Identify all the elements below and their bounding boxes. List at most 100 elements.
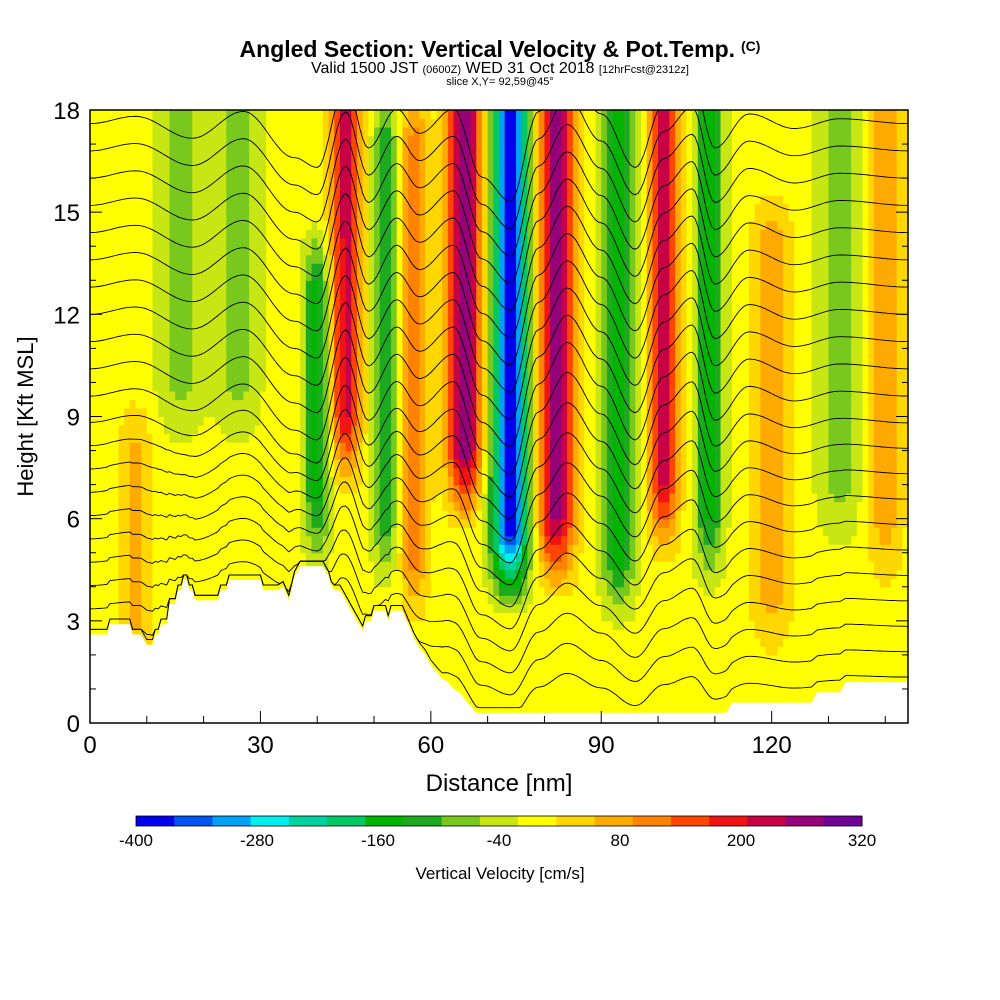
velocity-cell [101,212,108,222]
velocity-cell [447,169,455,179]
velocity-cell [311,144,318,154]
velocity-cell [141,161,148,171]
velocity-cell [413,314,421,324]
velocity-cell [186,459,193,469]
velocity-cell [197,518,205,528]
velocity-cell [408,178,415,188]
velocity-cell [135,535,142,545]
velocity-cell [464,127,472,137]
velocity-cell [124,297,131,307]
velocity-cell [237,237,244,247]
velocity-cell [180,416,188,426]
velocity-cell [112,178,119,188]
velocity-cell [192,518,199,528]
velocity-cell [408,135,415,145]
velocity-cell [146,518,154,528]
velocity-cell [464,493,472,503]
velocity-cell [175,339,182,349]
velocity-cell [203,467,210,477]
velocity-cell [447,654,455,664]
velocity-cell [396,314,404,324]
velocity-cell [470,603,477,613]
velocity-cell [260,416,267,426]
velocity-cell [385,484,392,494]
velocity-cell [402,169,409,179]
velocity-cell [124,195,131,205]
velocity-cell [214,501,222,511]
velocity-cell [391,305,398,315]
velocity-cell [322,220,330,230]
velocity-cell [95,220,102,230]
velocity-cell [408,127,415,137]
velocity-cell [305,305,313,315]
velocity-cell [186,144,193,154]
velocity-cell [203,348,210,358]
velocity-cell [470,152,477,162]
velocity-cell [112,237,119,247]
velocity-cell [232,561,239,571]
velocity-cell [141,203,148,213]
velocity-cell [107,382,114,392]
velocity-cell [368,561,375,571]
velocity-cell [413,629,421,639]
velocity-cell [379,603,386,613]
velocity-cell [135,484,142,494]
velocity-cell [260,110,267,120]
velocity-cell [197,356,205,367]
velocity-cell [334,535,341,545]
velocity-cell [107,561,114,571]
velocity-cell [90,450,97,460]
velocity-cell [112,416,119,426]
velocity-cell [379,220,386,230]
velocity-cell [385,476,392,486]
velocity-cell [237,144,244,154]
velocity-cell [95,407,102,418]
velocity-cell [266,237,273,247]
velocity-cell [288,280,296,290]
velocity-cell [141,271,148,281]
velocity-cell [101,161,108,171]
velocity-cell [339,467,347,477]
velocity-cell [152,484,159,494]
velocity-cell [95,314,102,324]
velocity-cell [356,484,364,494]
velocity-cell [425,339,432,349]
velocity-cell [129,152,137,162]
velocity-cell [464,118,472,128]
velocity-cell [408,365,415,375]
velocity-cell [368,527,375,537]
velocity-cell [362,450,369,460]
velocity-cell [334,212,341,222]
velocity-cell [124,305,131,315]
velocity-cell [141,569,148,579]
velocity-cell [283,390,290,401]
velocity-cell [402,544,409,554]
velocity-cell [175,322,182,332]
velocity-cell [413,373,421,384]
velocity-cell [402,254,409,264]
velocity-cell [288,416,296,426]
velocity-cell [95,322,102,332]
velocity-cell [328,407,335,418]
velocity-cell [226,407,233,418]
velocity-cell [425,407,432,418]
velocity-cell [249,493,256,503]
velocity-cell [413,348,421,358]
velocity-cell [442,671,449,682]
velocity-cell [294,527,301,537]
velocity-cell [232,314,239,324]
velocity-cell [152,407,159,418]
velocity-cell [260,169,267,179]
velocity-cell [169,586,176,596]
velocity-cell [152,467,159,477]
velocity-cell [368,442,375,452]
velocity-cell [266,178,273,188]
velocity-cell [402,365,409,375]
velocity-cell [430,161,438,171]
velocity-cell [447,637,455,647]
velocity-cell [146,586,154,596]
velocity-cell [214,254,222,264]
velocity-cell [169,518,176,528]
velocity-cell [442,442,449,452]
velocity-cell [368,578,375,588]
